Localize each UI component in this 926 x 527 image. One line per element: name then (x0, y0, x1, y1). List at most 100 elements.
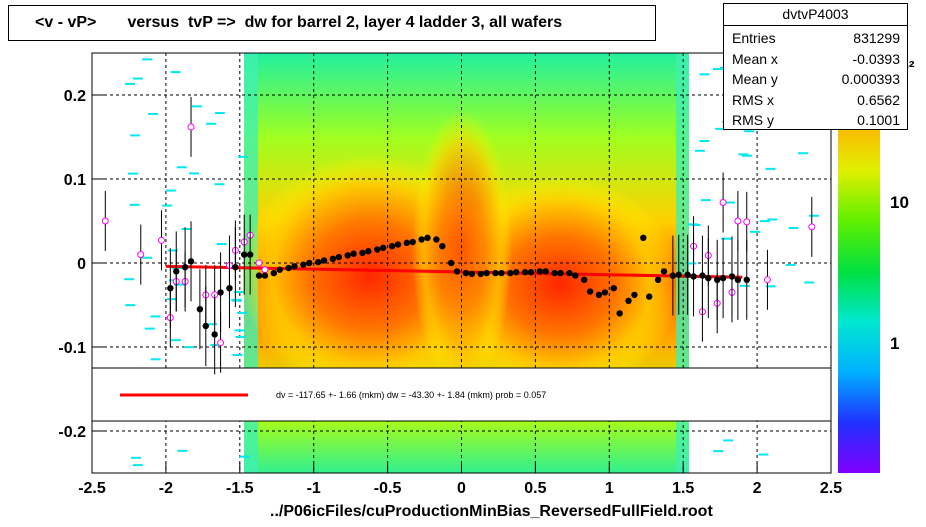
black-point (359, 249, 366, 257)
outlier-dash (237, 311, 248, 314)
x-tick-label: 1.5 (672, 480, 694, 497)
black-point (601, 289, 609, 296)
outlier-dash (124, 278, 135, 281)
y-axis: 0.2 0.1 0 -0.1 -0.2 (58, 88, 104, 441)
black-point (241, 251, 248, 258)
black-point (350, 250, 357, 257)
black-point (335, 253, 343, 261)
outlier-dash (785, 263, 796, 266)
pink-point (261, 266, 269, 274)
outlier-dash (804, 281, 815, 284)
stats-value: 0.1001 (857, 112, 900, 128)
black-point (640, 234, 647, 241)
x-tick-label: 2 (753, 480, 762, 497)
pink-point (763, 276, 771, 284)
x-tick-label: -1 (307, 480, 321, 497)
outlier-dash (231, 298, 242, 301)
outlier-dash (131, 456, 142, 459)
stats-label: RMS x (732, 92, 774, 108)
black-point (521, 269, 529, 276)
pink-point (217, 339, 225, 347)
black-point (616, 310, 623, 317)
outlier-dash (125, 304, 136, 307)
black-point (453, 268, 461, 275)
outlier-dash (237, 155, 248, 158)
black-point (314, 258, 322, 266)
black-point (403, 239, 411, 247)
black-point (477, 270, 484, 278)
outlier-dash (765, 285, 776, 288)
outlier-dash (725, 201, 736, 204)
outlier-dash (721, 237, 732, 240)
black-point (447, 259, 455, 267)
stats-row-mean-x: Mean x -0.0393 (732, 49, 902, 69)
black-point (699, 272, 706, 279)
black-point (468, 270, 476, 278)
outlier-dash (214, 183, 225, 186)
outlier-dash (765, 167, 776, 170)
black-point (646, 293, 653, 300)
outlier-dash (808, 214, 819, 217)
outlier-dash (759, 220, 770, 223)
black-point (734, 276, 742, 283)
black-point (424, 234, 431, 241)
black-point (719, 274, 727, 282)
black-point (483, 269, 490, 277)
outlier-dash (142, 256, 153, 259)
outlier-dash (690, 224, 701, 227)
pink-point (719, 199, 727, 207)
y-tick-label: -0.1 (58, 340, 86, 357)
black-point (586, 288, 594, 295)
black-point (300, 261, 307, 268)
black-point (498, 269, 505, 277)
stats-label: Mean x (732, 51, 778, 67)
outlier-dash (738, 153, 749, 156)
black-point (675, 271, 682, 278)
black-point (743, 276, 750, 283)
outlier-dash (132, 77, 143, 80)
x-tick-label: -0.5 (374, 480, 402, 497)
black-point (551, 269, 558, 277)
outlier-dash (166, 298, 177, 301)
black-point (536, 268, 544, 275)
black-point (625, 297, 632, 304)
outlier-dash (128, 172, 139, 175)
profile-black-points (167, 214, 750, 375)
outlier-dash (142, 58, 153, 61)
pink-point (187, 123, 195, 131)
outlier-dash (189, 172, 200, 175)
black-point (217, 289, 224, 296)
black-point (566, 269, 573, 277)
black-point (690, 273, 697, 280)
x-tick-label: 2.5 (820, 480, 842, 497)
x-tick-label: -1.5 (226, 480, 254, 497)
black-point (492, 269, 499, 277)
black-point (507, 269, 514, 277)
outlier-dash (184, 346, 195, 349)
stats-row-rms-y: RMS y 0.1001 (732, 110, 902, 130)
outlier-dash (741, 154, 752, 157)
black-point (728, 273, 736, 280)
outlier-dash (749, 230, 760, 233)
black-point (211, 331, 218, 338)
outlier-dash (712, 68, 723, 71)
outlier-dash (233, 291, 244, 294)
outlier-dash (177, 449, 188, 452)
black-point (669, 272, 677, 279)
black-point (329, 255, 337, 262)
black-point (196, 306, 204, 313)
black-point (232, 264, 239, 271)
pink-point (255, 259, 263, 267)
outlier-dash (767, 218, 778, 221)
outlier-dash (192, 105, 203, 108)
black-point (654, 276, 662, 283)
black-point (291, 263, 298, 270)
outlier-dash (170, 71, 181, 74)
outlier-dash (216, 243, 227, 246)
stats-row-mean-y: Mean y 0.000393 (732, 69, 902, 89)
outlier-dash (205, 122, 216, 125)
outlier-dash (699, 73, 710, 76)
outlier-dash (239, 455, 250, 458)
black-point (388, 243, 396, 250)
pink-point (137, 251, 145, 259)
